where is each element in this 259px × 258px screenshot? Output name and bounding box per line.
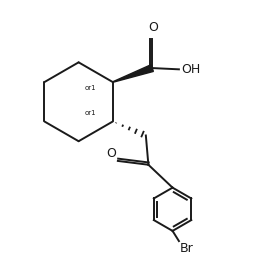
Text: Br: Br bbox=[180, 242, 194, 255]
Text: OH: OH bbox=[181, 63, 200, 76]
Text: O: O bbox=[149, 21, 159, 34]
Text: or1: or1 bbox=[84, 110, 96, 116]
Text: O: O bbox=[106, 147, 117, 160]
Polygon shape bbox=[113, 65, 153, 82]
Text: or1: or1 bbox=[84, 85, 96, 91]
